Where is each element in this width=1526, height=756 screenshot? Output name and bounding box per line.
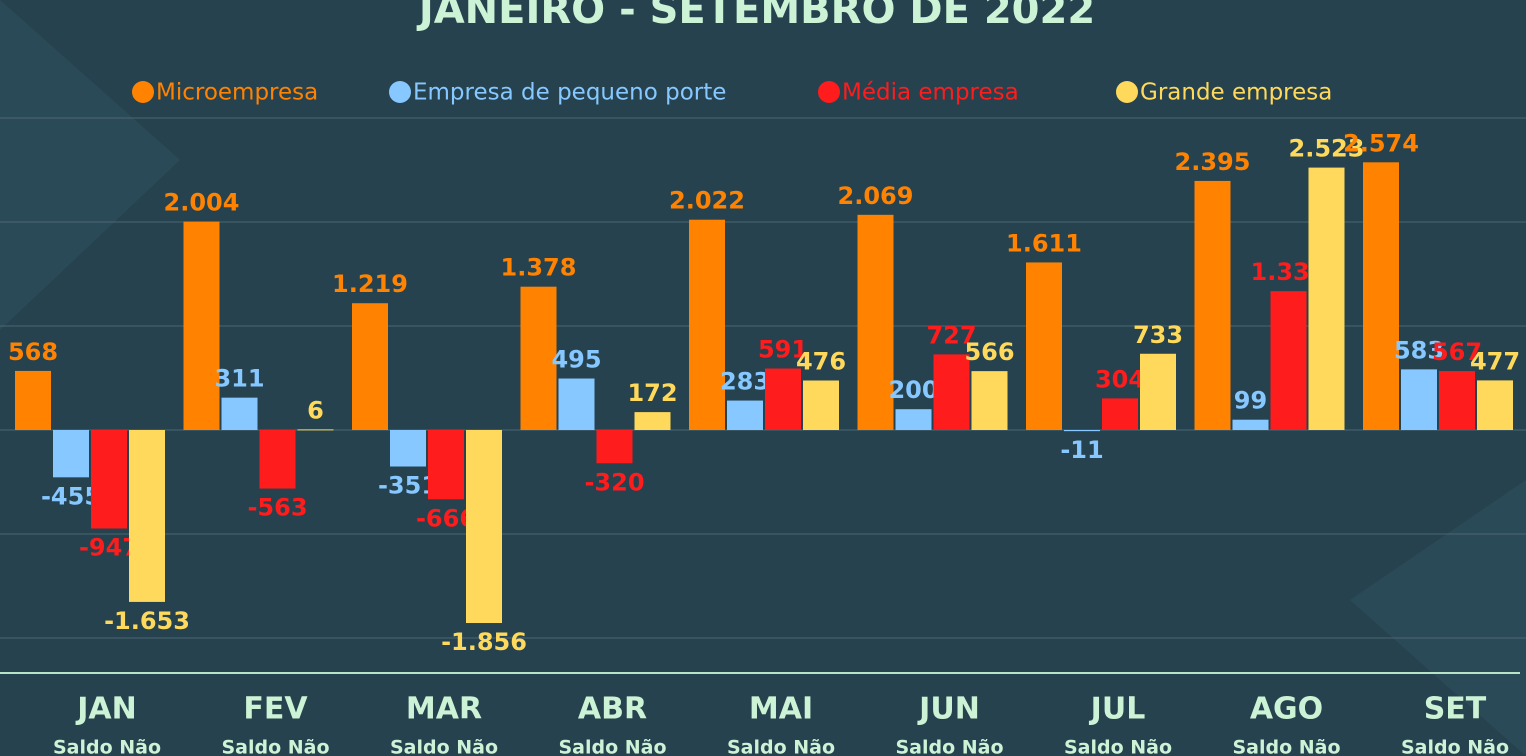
category-subtitle: Saldo Não — [1232, 737, 1340, 756]
bar — [15, 370, 51, 430]
data-label: 1.219 — [332, 270, 408, 298]
bar — [1026, 262, 1062, 430]
decoration — [1350, 480, 1526, 756]
data-label: 2.523 — [1289, 135, 1365, 163]
bar — [520, 286, 557, 430]
bar — [1477, 380, 1513, 430]
data-label: 1.611 — [1006, 229, 1082, 257]
x-tick-label: FEV — [243, 692, 308, 727]
bar — [1140, 353, 1176, 430]
legend-label: Grande empresa — [1140, 80, 1332, 106]
category-subtitle: Saldo Não — [895, 737, 1003, 756]
bar — [297, 429, 334, 431]
bar — [727, 400, 763, 430]
data-label: 283 — [720, 368, 770, 396]
legend-marker — [132, 81, 154, 103]
bar — [634, 412, 671, 430]
x-tick-label: SET — [1424, 692, 1487, 727]
bar — [689, 219, 725, 430]
bar — [1194, 180, 1231, 430]
bar — [183, 221, 220, 430]
data-label: 476 — [796, 347, 846, 375]
bar — [895, 409, 932, 430]
data-label: 2.069 — [838, 182, 914, 210]
data-label: 172 — [627, 379, 677, 407]
bar — [1102, 398, 1138, 430]
bar — [129, 430, 165, 602]
legend-label: Média empresa — [842, 80, 1019, 106]
category-subtitle: Saldo Não — [1401, 737, 1509, 756]
data-label: 2.395 — [1175, 148, 1251, 176]
bar — [91, 430, 127, 529]
bar — [352, 303, 388, 430]
bar — [558, 378, 595, 430]
data-label: 568 — [8, 338, 58, 366]
data-label: 304 — [1095, 365, 1145, 393]
data-label: 2.022 — [669, 187, 745, 215]
legend-marker — [818, 81, 840, 103]
data-label: 2.004 — [164, 189, 240, 217]
data-label: 2.574 — [1343, 129, 1419, 157]
category-subtitle: Saldo Não — [558, 737, 666, 756]
x-tick-label: JUL — [1089, 692, 1146, 727]
bar — [1439, 371, 1475, 430]
bar — [596, 430, 633, 464]
x-tick-label: JAN — [75, 692, 137, 727]
data-label: 583 — [1394, 336, 1444, 364]
bar — [259, 430, 296, 489]
bar — [933, 354, 970, 430]
data-label: -320 — [584, 468, 644, 496]
decoration — [0, 0, 180, 330]
data-label: 495 — [551, 346, 601, 374]
legend-label: Microempresa — [156, 80, 318, 106]
data-label: -1.653 — [104, 607, 190, 635]
category-subtitle: Saldo Não — [727, 737, 835, 756]
category-subtitle: Saldo Não — [53, 737, 161, 756]
data-label: 99 — [1234, 387, 1267, 415]
legend-label: Empresa de pequeno porte — [413, 80, 726, 106]
legend-marker — [1116, 81, 1138, 103]
bar — [428, 430, 464, 500]
data-label: 591 — [758, 336, 808, 364]
bar — [1308, 167, 1345, 430]
bar — [390, 430, 426, 467]
data-label: -11 — [1060, 436, 1103, 464]
category-subtitle: Saldo Não — [221, 737, 329, 756]
data-label: 6 — [307, 396, 324, 424]
category-subtitle: Saldo Não — [390, 737, 498, 756]
data-label: 566 — [964, 338, 1014, 366]
bar — [971, 371, 1008, 430]
x-tick-label: ABR — [578, 692, 647, 727]
data-label: 477 — [1470, 347, 1520, 375]
x-tick-label: JUN — [917, 692, 980, 727]
data-label: 1.378 — [501, 254, 577, 282]
data-label: -1.856 — [441, 628, 527, 656]
bar — [1232, 419, 1269, 430]
bar — [857, 214, 894, 430]
x-tick-label: AGO — [1250, 692, 1323, 727]
bar — [1064, 430, 1100, 432]
chart-title: JANEIRO - SETEMBRO DE 2022 — [416, 0, 1095, 33]
bar — [1270, 291, 1307, 430]
category-subtitle: Saldo Não — [1064, 737, 1172, 756]
data-label: 727 — [926, 321, 976, 349]
bar — [1401, 369, 1437, 430]
bar — [466, 430, 502, 624]
data-label: 567 — [1432, 338, 1482, 366]
x-tick-label: MAR — [406, 692, 482, 727]
data-label: 200 — [888, 376, 938, 404]
legend-marker — [389, 81, 411, 103]
data-label: 311 — [214, 365, 264, 393]
data-label: 733 — [1133, 321, 1183, 349]
data-label: -563 — [247, 494, 307, 522]
bar — [1363, 162, 1399, 430]
x-tick-label: MAI — [749, 692, 813, 727]
bar — [765, 368, 801, 430]
bar — [803, 380, 839, 430]
bar — [53, 430, 89, 478]
bar — [221, 397, 258, 430]
